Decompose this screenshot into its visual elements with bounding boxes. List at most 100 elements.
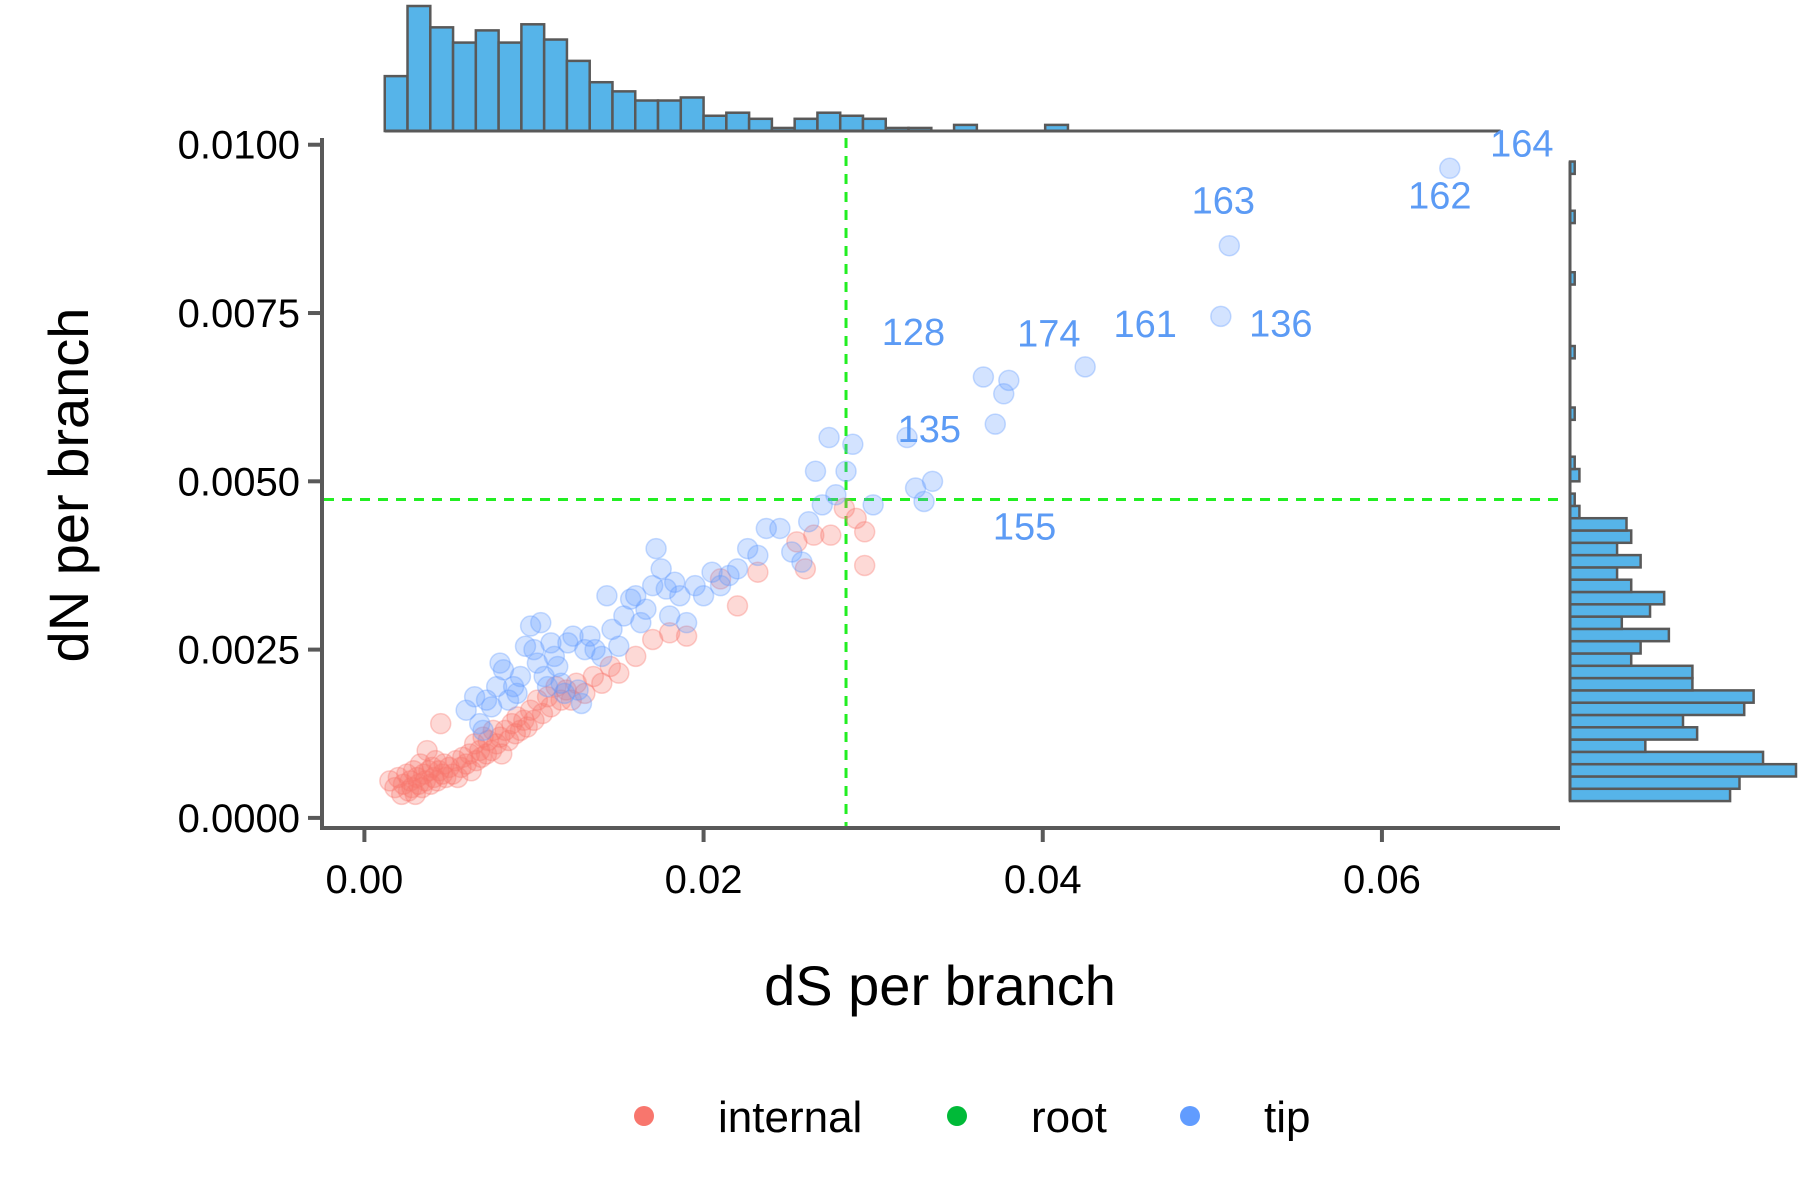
tip-point xyxy=(546,655,569,678)
internal-point xyxy=(441,763,464,785)
internal-point xyxy=(516,716,538,738)
internal-point xyxy=(428,760,450,782)
tip-point xyxy=(619,588,642,610)
y-tick-label: 0.0075 xyxy=(178,292,300,336)
top-histogram-bar xyxy=(816,111,842,133)
internal-point xyxy=(419,773,442,795)
tip-point xyxy=(862,494,884,516)
internal-point xyxy=(455,753,477,775)
tip-point xyxy=(645,537,667,560)
tip-point xyxy=(492,659,515,681)
right-histogram-bar xyxy=(1568,775,1741,791)
internal-point xyxy=(406,766,428,789)
internal-point xyxy=(399,770,421,792)
internal-point xyxy=(414,770,437,792)
tip-point xyxy=(463,685,486,708)
tip-point xyxy=(992,383,1015,405)
tip-point xyxy=(984,413,1007,435)
right-histogram-bar xyxy=(1568,578,1633,594)
tip-point xyxy=(526,652,549,674)
tip-point xyxy=(675,611,698,634)
internal-point xyxy=(423,766,445,789)
tip-point xyxy=(468,712,491,735)
top-marginal-histogram xyxy=(383,4,1501,133)
tip-point xyxy=(553,682,576,705)
x-tick-label: 0.04 xyxy=(1004,858,1082,902)
right-histogram-bar xyxy=(1568,553,1642,569)
right-histogram-bar xyxy=(1568,627,1671,643)
internal-point xyxy=(726,595,749,617)
internal-point xyxy=(526,689,549,711)
y-tick-label: 0.0000 xyxy=(178,797,300,841)
internal-point xyxy=(402,760,425,782)
internal-point xyxy=(506,706,528,728)
tip-point xyxy=(726,558,749,580)
internal-point xyxy=(608,662,630,684)
tip-point xyxy=(489,652,511,674)
top-histogram-bar xyxy=(451,41,478,133)
internal-point xyxy=(480,739,503,762)
tip-point xyxy=(913,490,935,513)
legend-label-tip: tip xyxy=(1264,1093,1310,1142)
tip-point xyxy=(998,369,1020,392)
point-label: 128 xyxy=(882,312,945,354)
internal-point xyxy=(709,568,732,590)
tip-point xyxy=(692,585,715,607)
internal-points xyxy=(379,497,876,806)
internal-point xyxy=(497,729,520,752)
internal-point xyxy=(465,749,488,772)
top-histogram-bar xyxy=(520,23,546,133)
legend: internal root tip xyxy=(634,1093,1310,1142)
right-histogram-bar xyxy=(1568,726,1699,741)
right-histogram-bar xyxy=(1568,516,1628,532)
internal-point xyxy=(523,709,545,732)
internal-point xyxy=(418,760,440,782)
tip-point xyxy=(896,426,918,449)
tip-point xyxy=(641,574,664,597)
internal-point xyxy=(545,675,567,698)
tip-point xyxy=(475,689,498,711)
tip-point xyxy=(550,672,572,695)
tip-point xyxy=(1074,356,1096,378)
internal-point xyxy=(472,726,494,748)
tip-point xyxy=(718,564,740,587)
tip-point xyxy=(624,585,647,607)
top-histogram-bar xyxy=(406,4,432,133)
y-axis-title: dN per branch xyxy=(37,308,100,663)
internal-point xyxy=(396,763,418,785)
tip-point xyxy=(523,638,545,661)
tip-points xyxy=(455,157,1461,742)
internal-point xyxy=(501,712,523,735)
tip-point xyxy=(684,574,706,597)
internal-point xyxy=(820,524,842,546)
right-histogram-bar xyxy=(1568,664,1694,680)
tip-point xyxy=(562,625,584,647)
x-tick-label: 0.02 xyxy=(665,858,743,902)
tip-point xyxy=(736,537,759,560)
tip-point xyxy=(804,460,827,482)
internal-point xyxy=(536,685,559,708)
right-histogram-bar xyxy=(1568,713,1685,729)
internal-point xyxy=(477,729,499,752)
point-label: 164 xyxy=(1490,123,1553,165)
top-histogram-bar xyxy=(634,99,660,133)
tip-point xyxy=(533,665,555,688)
point-label: 163 xyxy=(1192,181,1255,223)
internal-point xyxy=(509,719,532,742)
internal-point xyxy=(560,689,583,711)
internal-point xyxy=(384,776,406,799)
internal-point xyxy=(853,554,876,577)
tip-point xyxy=(579,625,601,647)
internal-point xyxy=(450,756,472,779)
internal-point xyxy=(658,622,681,644)
tip-point xyxy=(701,561,723,583)
internal-point xyxy=(401,776,423,799)
point-label: 161 xyxy=(1113,304,1176,346)
internal-point xyxy=(485,733,508,755)
plot-panel: 164 162 163 136 161 174 128 135 155 xyxy=(324,123,1560,828)
internal-point xyxy=(675,625,698,647)
tip-point xyxy=(797,510,820,533)
internal-point xyxy=(431,763,454,785)
internal-point xyxy=(555,679,577,701)
